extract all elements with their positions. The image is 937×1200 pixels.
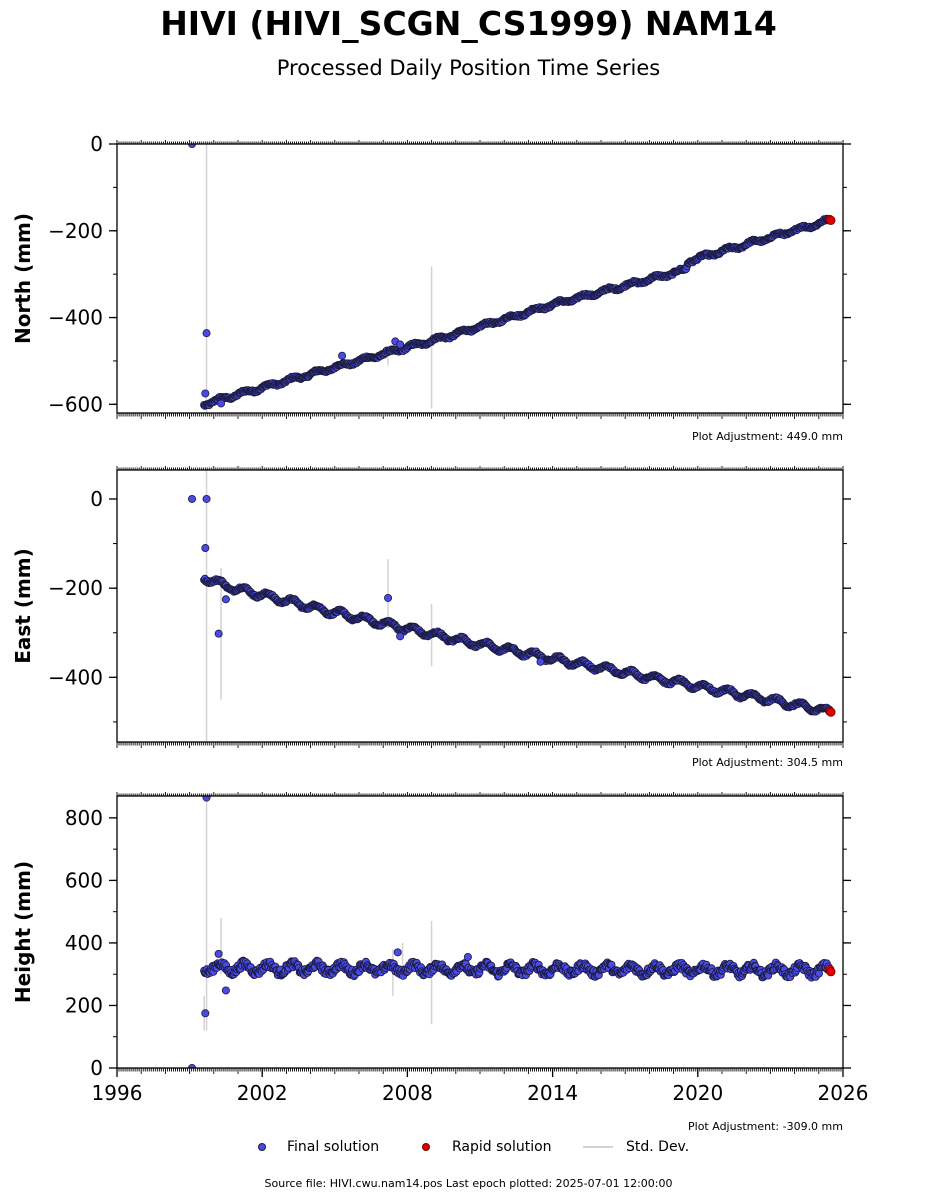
final-solution-point — [202, 494, 211, 503]
y-tick-label: −200 — [48, 219, 103, 243]
plot-adjustment-note: Plot Adjustment: 304.5 mm — [692, 756, 843, 769]
final-solution-point — [214, 629, 223, 638]
y-axis-label: East (mm) — [11, 548, 35, 664]
y-tick-label: 600 — [65, 868, 103, 892]
rapid-solution-point — [826, 215, 836, 225]
final-solution-point — [396, 340, 405, 349]
final-solution-point — [393, 948, 402, 957]
y-tick-label: 200 — [65, 993, 103, 1017]
chart-subtitle: Processed Daily Position Time Series — [276, 56, 661, 80]
plot-area — [188, 796, 836, 1068]
plot-area — [188, 470, 836, 742]
rapid-solution-point — [826, 707, 836, 717]
y-tick-label: 0 — [90, 1056, 103, 1080]
legend-label-rapid: Rapid solution — [452, 1139, 552, 1155]
final-solution-point — [463, 953, 472, 962]
x-tick-label: 2026 — [818, 1081, 869, 1105]
y-tick-label: −400 — [48, 665, 103, 689]
final-solution-point — [188, 144, 197, 148]
x-tick-label: 2002 — [237, 1081, 288, 1105]
final-solution-point — [214, 949, 223, 958]
final-solution-point — [201, 1009, 210, 1018]
final-solution-point — [396, 632, 405, 641]
y-axis-label: Height (mm) — [11, 861, 35, 1003]
final-solution-point — [202, 329, 211, 338]
y-tick-label: −200 — [48, 576, 103, 600]
final-solution-point — [221, 595, 230, 604]
x-tick-label: 2008 — [382, 1081, 433, 1105]
y-tick-label: 400 — [65, 931, 103, 955]
final-solution-point — [221, 986, 230, 995]
final-solution-point — [384, 593, 393, 602]
x-tick-label: 2020 — [672, 1081, 723, 1105]
final-solution-point — [188, 1064, 197, 1068]
axes-frame — [116, 143, 844, 414]
final-solution-point — [201, 389, 210, 398]
std-dev-line-icon — [583, 1146, 613, 1148]
final-solution-point — [188, 494, 197, 503]
chart-title: HIVI (HIVI_SCGN_CS1999) NAM14 — [160, 4, 777, 43]
x-tick-label: 2014 — [527, 1081, 578, 1105]
rapid-solution-marker-icon — [422, 1143, 430, 1151]
final-solution-marker-icon — [258, 1143, 266, 1151]
plot-adjustment-note: Plot Adjustment: -309.0 mm — [688, 1120, 843, 1133]
rapid-solution-point — [826, 967, 836, 977]
source-file-note: Source file: HIVI.cwu.nam14.pos Last epo… — [264, 1177, 673, 1190]
plot-area — [188, 144, 836, 413]
plot-adjustment-note: Plot Adjustment: 449.0 mm — [692, 430, 843, 443]
y-axis-label: North (mm) — [11, 213, 35, 344]
final-solution-point — [536, 657, 545, 666]
axes-frame — [116, 795, 844, 1069]
y-tick-label: 0 — [90, 487, 103, 511]
final-solution-point — [338, 351, 347, 360]
legend-label-stddev: Std. Dev. — [626, 1139, 690, 1155]
final-solution-point — [217, 399, 226, 408]
x-tick-label: 1996 — [92, 1081, 143, 1105]
y-tick-label: −600 — [48, 392, 103, 416]
final-solution-point — [202, 796, 211, 802]
y-tick-label: 0 — [90, 132, 103, 156]
legend-label-final: Final solution — [287, 1139, 380, 1155]
y-tick-label: −400 — [48, 306, 103, 330]
final-solution-point — [201, 544, 210, 553]
y-tick-label: 800 — [65, 806, 103, 830]
panel-east: 0 −200 −400 East (mm) Plot Adjustment: 304.5… — [11, 466, 851, 769]
panel-north: 0 −200 −400 −600 North (mm) Plot Adjustment: … — [11, 132, 851, 443]
axes-frame — [116, 469, 844, 743]
panel-height: 1996 2002 2008 2014 2020 2026 0 200 400 600 800 Hei… — [11, 792, 868, 1133]
